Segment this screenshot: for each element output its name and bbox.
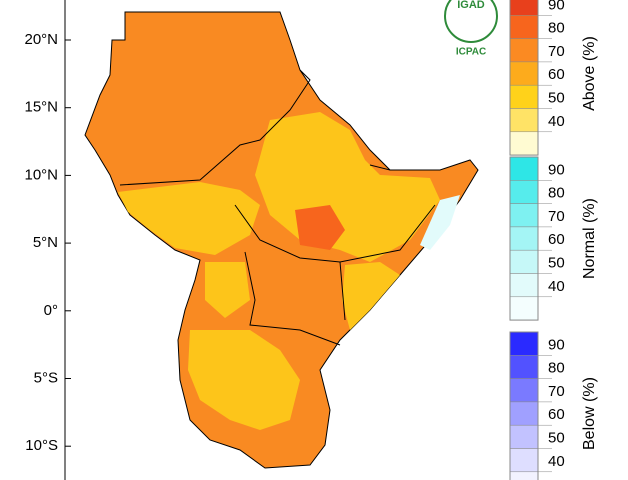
latitude-label: 10°S: [25, 437, 58, 454]
legend-level: 90: [548, 161, 565, 178]
legend-level: 60: [548, 231, 565, 248]
legend-swatch: [509, 273, 539, 298]
legend-swatch: [509, 84, 539, 109]
legend-swatch: [509, 424, 539, 449]
legend-swatch: [509, 378, 539, 403]
legend-level: 40: [548, 453, 565, 470]
border: [339, 261, 346, 321]
map: [84, 11, 479, 469]
legend-swatch: [509, 401, 539, 426]
latitude-label: 0°: [44, 302, 58, 319]
region-yellow: [342, 262, 400, 330]
legend-level: 80: [548, 360, 565, 377]
logo-caption: ICPAC: [456, 47, 486, 58]
legend-swatch: [509, 156, 539, 181]
legend-swatch: [509, 15, 539, 39]
legend-swatch: [509, 61, 539, 86]
region-yellow: [205, 262, 250, 318]
legend-swatch: [509, 355, 539, 379]
legend-swatch: [509, 38, 539, 63]
legend-level: 50: [548, 254, 565, 271]
latitude-label: 5°S: [34, 369, 58, 386]
legend-swatch: [509, 249, 539, 274]
logo-emblem: [444, 0, 498, 43]
logo-text: IGAD: [457, 0, 485, 11]
legend-frame: [509, 0, 539, 156]
border: [244, 251, 341, 346]
legend-frame: [509, 156, 539, 321]
legend-swatch: [509, 0, 539, 16]
legend-swatch: [509, 296, 539, 321]
legend-level: 50: [548, 429, 565, 446]
legend-level: 80: [548, 20, 565, 37]
region-normal: [420, 195, 460, 250]
legend-swatch: [509, 131, 539, 156]
legend-title: Normal (%): [581, 198, 598, 279]
latitude-label: 20°N: [24, 31, 58, 48]
latitude-label: 5°N: [33, 234, 58, 251]
region-orange-dark: [295, 205, 345, 250]
latitude-label: 15°N: [24, 99, 58, 116]
legend-frame: [509, 331, 539, 480]
legend-title: Above (%): [581, 36, 598, 111]
legend-level: 80: [548, 185, 565, 202]
region-yellow: [118, 182, 260, 255]
border: [119, 69, 311, 186]
legend-level: 50: [548, 89, 565, 106]
legend-swatch: [509, 448, 539, 473]
region-above: [84, 11, 479, 469]
legend-level: 90: [548, 336, 565, 353]
legend-swatch: [509, 203, 539, 228]
legend-level: 40: [548, 278, 565, 295]
legend-swatch: [509, 471, 539, 480]
border: [369, 164, 440, 171]
legend-title: Below (%): [581, 377, 598, 450]
legend-level: 70: [548, 383, 565, 400]
legend-level: 70: [548, 208, 565, 225]
legend-level: 60: [548, 66, 565, 83]
legend-swatch: [509, 226, 539, 251]
legend-swatch: [509, 108, 539, 133]
legend-level: 70: [548, 43, 565, 60]
legend-level: 90: [548, 0, 565, 13]
legend-swatch: [509, 331, 539, 356]
legend-swatch: [509, 180, 539, 204]
legend-level: 40: [548, 113, 565, 130]
legend-level: 60: [548, 406, 565, 423]
latitude-label: 10°N: [24, 166, 58, 183]
region-yellow: [188, 330, 300, 430]
border: [234, 204, 436, 263]
